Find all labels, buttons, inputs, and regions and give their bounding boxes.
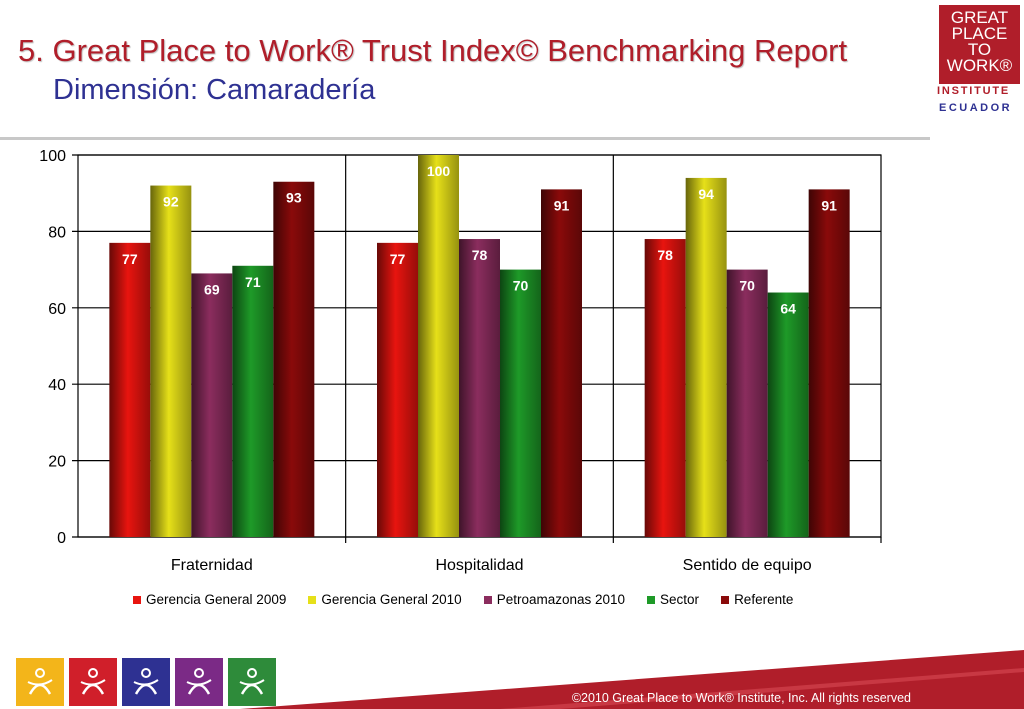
y-tick-label: 0: [57, 530, 66, 547]
data-label: 94: [698, 186, 714, 202]
logo-line: TO: [967, 40, 992, 59]
data-label: 91: [554, 197, 570, 213]
logo-line: PLACE: [951, 24, 1008, 43]
data-label: 64: [780, 301, 796, 317]
y-tick-label: 80: [48, 224, 66, 241]
logo-institute: INSTITUTE: [937, 85, 1011, 97]
header-divider: [0, 137, 930, 140]
bar: [377, 242, 418, 538]
data-label: 71: [245, 274, 261, 290]
data-label: 77: [122, 251, 138, 267]
respect-icon: [69, 658, 117, 706]
y-tick-label: 60: [48, 301, 66, 318]
gptw-logo: GREAT PLACE TO WORK®: [939, 5, 1020, 84]
bar: [808, 189, 850, 537]
legend-item: Gerencia General 2010: [308, 592, 462, 607]
bar: [644, 239, 686, 537]
y-tick-label: 100: [39, 148, 66, 165]
legend-swatch: [647, 595, 656, 604]
y-tick-label: 20: [48, 454, 66, 471]
logo-country: ECUADOR: [939, 102, 1013, 114]
dimension-icons: [16, 658, 281, 706]
bar: [459, 239, 500, 537]
x-tick-label: Hospitalidad: [435, 557, 523, 574]
legend-label: Petroamazonas 2010: [496, 592, 626, 607]
bar: [541, 189, 582, 537]
bar: [767, 292, 809, 537]
bar: [191, 273, 233, 537]
chart-legend: Gerencia General 2009 Gerencia General 20…: [133, 592, 815, 607]
legend-label: Sector: [660, 592, 700, 607]
x-tick-label: Sentido de equipo: [683, 557, 812, 574]
data-label: 100: [427, 163, 451, 179]
footer-band: [240, 650, 1024, 709]
data-label: 92: [163, 194, 179, 210]
camaraderie-icon: [228, 658, 276, 706]
bar: [685, 177, 727, 538]
bar: [500, 269, 541, 537]
bar-chart: 0 20 40 60 80 100 Fraternidad Hospitalidad Senti…: [39, 148, 882, 574]
legend-swatch: [308, 595, 317, 604]
credibility-icon: [16, 658, 64, 706]
bar: [232, 265, 274, 537]
bar: [273, 181, 315, 538]
bar: [109, 242, 151, 538]
legend-swatch: [483, 595, 492, 604]
legend-item: Gerencia General 2009: [133, 592, 286, 607]
bar: [418, 155, 459, 537]
legend-label: Referente: [734, 592, 794, 607]
legend-swatch: [721, 595, 730, 604]
logo-line: WORK®: [946, 56, 1013, 75]
x-tick-label: Fraternidad: [171, 557, 253, 574]
copyright-text: ©2010 Great Place to Work® Institute, In…: [571, 691, 911, 705]
legend-label: Gerencia General 2010: [321, 592, 462, 607]
legend-swatch: [133, 595, 141, 604]
data-label: 78: [657, 247, 673, 263]
pride-icon: [175, 658, 223, 706]
legend-item: Sector: [647, 592, 699, 607]
bar: [726, 269, 768, 537]
bar: [150, 185, 192, 537]
data-label: 69: [204, 281, 220, 297]
fairness-icon: [122, 658, 170, 706]
data-label: 70: [739, 278, 755, 294]
legend-item: Petroamazonas 2010: [483, 592, 626, 607]
slide-subtitle: Dimensión: Camaradería: [53, 74, 376, 106]
legend-item: Referente: [721, 592, 793, 607]
data-label: 70: [513, 278, 529, 294]
data-label: 78: [472, 247, 488, 263]
logo-line: GREAT: [950, 8, 1009, 27]
data-label: 93: [286, 190, 302, 206]
data-label: 77: [390, 251, 406, 267]
data-label: 91: [821, 197, 837, 213]
slide-title: 5. Great Place to Work® Trust Index© Ben…: [18, 33, 848, 68]
legend-label: Gerencia General 2009: [146, 592, 287, 607]
y-tick-label: 40: [48, 377, 66, 394]
